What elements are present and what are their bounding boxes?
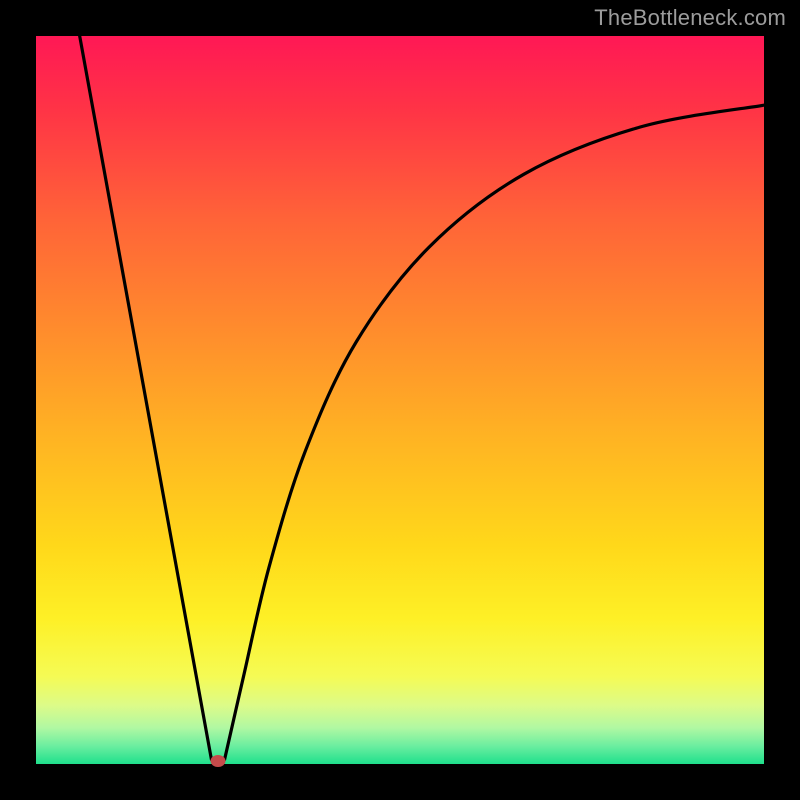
gradient-and-curve bbox=[36, 36, 764, 764]
minimum-marker bbox=[211, 755, 226, 767]
plot-area bbox=[36, 36, 764, 764]
watermark-text: TheBottleneck.com bbox=[594, 5, 786, 31]
chart-canvas: TheBottleneck.com bbox=[0, 0, 800, 800]
